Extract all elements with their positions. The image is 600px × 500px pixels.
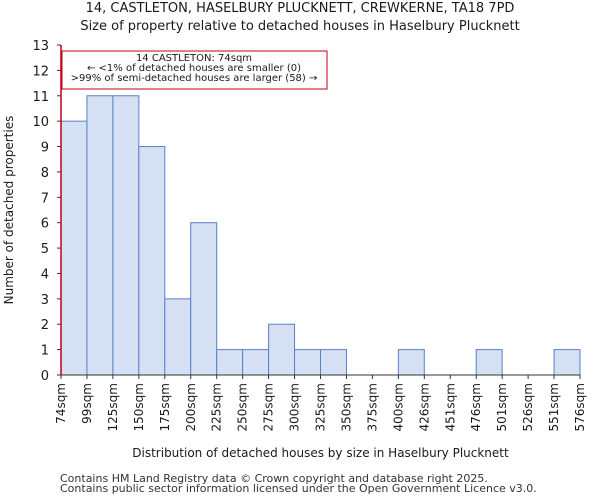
annotation-line-2: ← <1% of detached houses are smaller (0)	[87, 63, 301, 74]
bar-125sqm	[112, 95, 140, 376]
bar-175sqm	[164, 298, 192, 376]
bar-300sqm	[294, 349, 321, 376]
x-ticks: 74sqm 99sqm 125sqm 150sqm 175sqm 200sqm 225sqm…	[54, 375, 587, 431]
y-tick-label: 10	[32, 115, 49, 130]
x-tick-label: 501sqm	[495, 383, 509, 431]
footer-copyright: Contains HM Land Registry data © Crown c…	[60, 472, 488, 485]
annotation-border	[61, 50, 328, 90]
x-tick-label: 125sqm	[106, 383, 120, 431]
annotation-line-1: 14 CASTLETON: 74sqm	[136, 53, 252, 64]
bar-476sqm	[475, 349, 503, 376]
y-axis-label: Number of detached properties	[2, 116, 16, 305]
bar-225sqm	[216, 349, 244, 376]
x-tick-label: 225sqm	[210, 383, 224, 431]
footer-licence: Contains public sector information licen…	[60, 482, 537, 495]
x-tick-label: 426sqm	[417, 383, 431, 431]
bar-400sqm	[397, 349, 425, 376]
y-tick-label: 4	[41, 267, 49, 282]
x-tick-label: 300sqm	[288, 383, 302, 431]
x-tick-label: 150sqm	[132, 383, 146, 431]
x-tick-label: 200sqm	[184, 383, 198, 431]
bar-250sqm	[242, 349, 270, 376]
x-tick-label: 275sqm	[262, 383, 276, 431]
y-tick-label: 3	[41, 293, 49, 308]
annotation-box: 14 CASTLETON: 74sqm ← <1% of detached ho…	[61, 50, 328, 90]
x-tick-label: 175sqm	[158, 383, 172, 431]
x-tick-label: 375sqm	[365, 383, 379, 431]
y-tick-label: 5	[41, 242, 49, 257]
x-tick-label: 476sqm	[469, 383, 483, 431]
x-axis-label: Distribution of detached houses by size …	[132, 446, 509, 460]
x-tick-label: 576sqm	[573, 383, 587, 431]
y-tick-label: 1	[41, 344, 49, 359]
x-tick-label: 526sqm	[521, 383, 535, 431]
y-tick-label: 13	[32, 39, 49, 54]
y-tick-label: 0	[41, 369, 49, 384]
bar-150sqm	[138, 146, 166, 376]
y-tick-label: 6	[41, 217, 49, 232]
x-tick-label: 74sqm	[54, 383, 68, 424]
x-tick-label: 325sqm	[314, 383, 328, 431]
y-tick-label: 2	[41, 318, 49, 333]
x-tick-label: 250sqm	[236, 383, 250, 431]
bar-200sqm	[190, 222, 218, 376]
y-tick-label: 12	[32, 64, 49, 79]
y-tick-label: 8	[41, 166, 49, 181]
y-tick-label: 9	[41, 141, 49, 156]
x-tick-label: 400sqm	[391, 383, 405, 431]
bar-325sqm	[320, 349, 347, 376]
chart-title: 14, CASTLETON, HASELBURY PLUCKNETT, CREW…	[85, 1, 515, 16]
x-tick-label: 551sqm	[547, 383, 561, 431]
chart-subtitle: Size of property relative to detached ho…	[80, 19, 520, 34]
bar-99sqm	[86, 95, 114, 376]
x-tick-label: 99sqm	[80, 383, 94, 424]
y-tick-label: 11	[32, 90, 49, 105]
bar-275sqm	[268, 323, 296, 376]
x-tick-label: 451sqm	[443, 383, 457, 431]
bar-551sqm	[553, 349, 581, 376]
annotation-line-3: >99% of semi-detached houses are larger …	[71, 73, 318, 84]
x-tick-label: 350sqm	[339, 383, 353, 431]
y-tick-label: 7	[41, 191, 49, 206]
bar-74sqm	[60, 120, 88, 376]
bars-layer	[60, 95, 581, 376]
